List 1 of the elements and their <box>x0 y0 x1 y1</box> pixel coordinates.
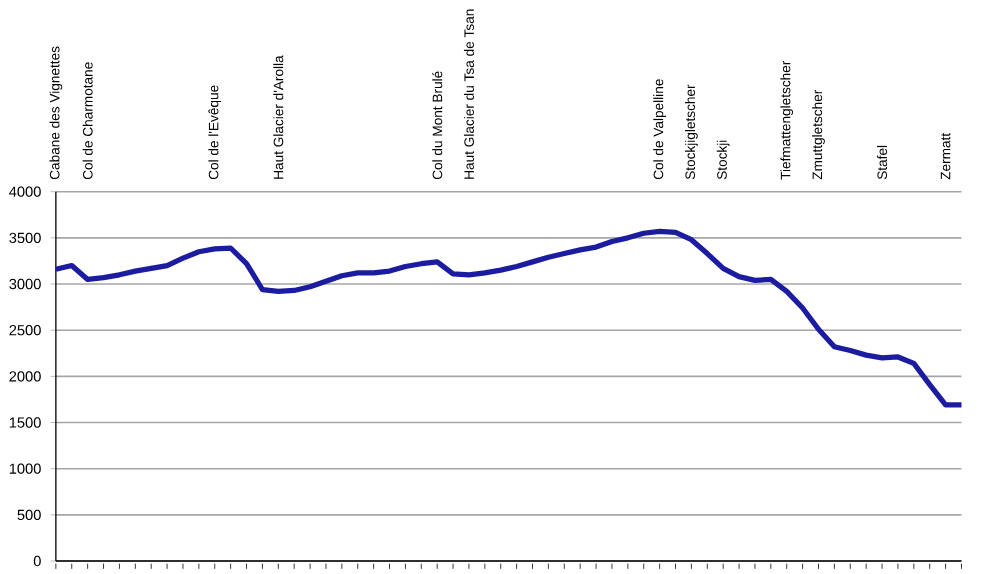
line-series <box>53 228 965 408</box>
